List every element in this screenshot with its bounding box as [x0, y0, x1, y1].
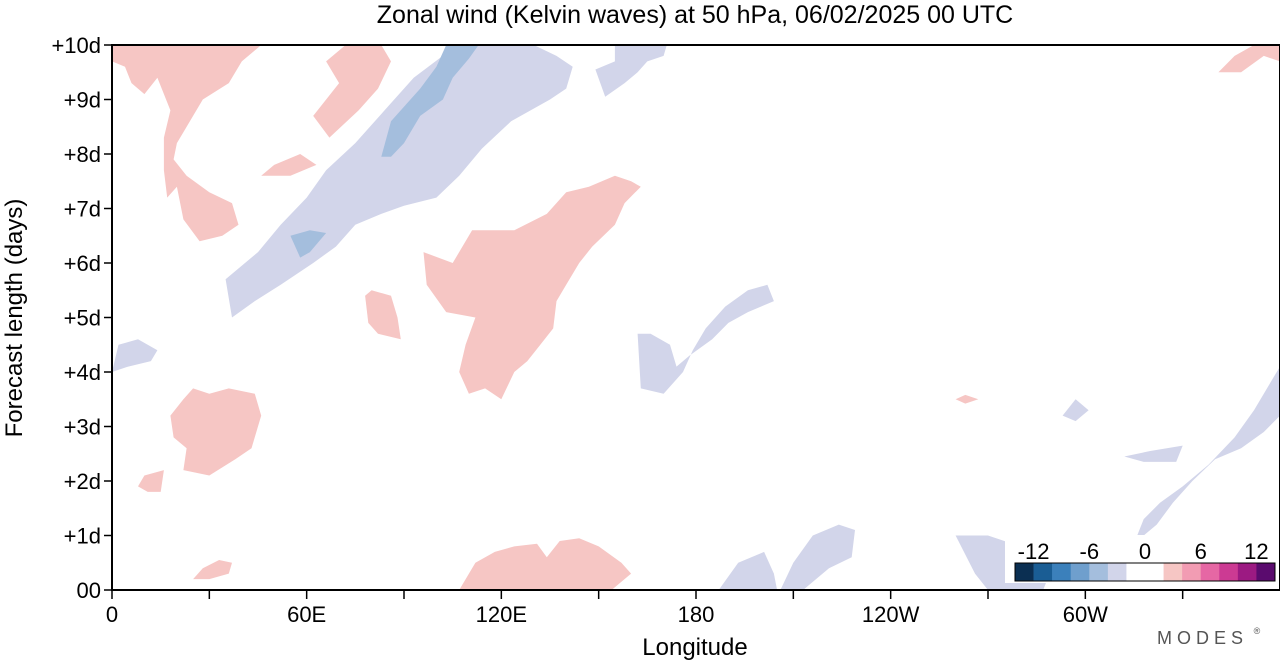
wind-region-0	[225, 45, 573, 318]
x-tick-label: 120E	[476, 602, 527, 627]
wind-region-3	[595, 45, 667, 97]
x-tick-label: 120W	[862, 602, 920, 627]
colorbar-tick-label: 0	[1139, 539, 1151, 564]
wind-region-22	[955, 394, 979, 404]
colorbar-tick-label: -6	[1080, 539, 1100, 564]
x-tick-label: 60E	[287, 602, 326, 627]
wind-region-15	[423, 175, 641, 400]
wind-region-14	[261, 154, 317, 176]
y-tick-label: +10d	[51, 33, 101, 58]
wind-region-6	[1062, 399, 1089, 422]
y-tick-label: +1d	[64, 524, 101, 549]
y-tick-label: +9d	[64, 88, 101, 113]
colorbar-swatch	[1052, 563, 1072, 581]
y-tick-label: +2d	[64, 469, 101, 494]
x-tick-label: 60W	[1063, 602, 1108, 627]
wind-region-5	[112, 339, 158, 372]
wind-region-1	[381, 45, 479, 157]
x-tick-label: 180	[678, 602, 715, 627]
x-tick-label: 0	[106, 602, 118, 627]
wind-region-8	[1137, 366, 1280, 536]
wind-region-20	[459, 538, 632, 590]
colorbar-swatch	[1107, 563, 1127, 581]
wind-region-4	[637, 284, 774, 394]
wind-region-9	[1124, 445, 1183, 462]
colorbar-swatch	[1015, 563, 1034, 581]
wind-region-2	[290, 230, 327, 258]
colorbar-swatch	[1200, 563, 1220, 581]
y-tick-label: +6d	[64, 251, 101, 276]
wind-region-10	[718, 551, 778, 590]
wind-region-11	[780, 524, 855, 590]
colorbar-frame	[1014, 562, 1276, 582]
y-tick-label: +3d	[64, 415, 101, 440]
plot-area	[112, 45, 1280, 590]
colorbar-swatch	[1033, 563, 1053, 581]
colorbar-swatch	[1219, 563, 1239, 581]
colorbar-swatch	[1182, 563, 1202, 581]
y-tick-label: 00	[77, 578, 101, 603]
chart-title: Zonal wind (Kelvin waves) at 50 hPa, 06/…	[377, 1, 1013, 29]
y-tick-label: +5d	[64, 306, 101, 331]
modes-logo: MODES	[1157, 628, 1248, 648]
wind-region-17	[170, 388, 262, 476]
x-axis-label: Longitude	[642, 634, 747, 661]
colorbar-swatch	[1163, 563, 1183, 581]
wind-region-21	[1218, 45, 1280, 73]
colorbar-tick-label: 12	[1244, 539, 1268, 564]
y-tick-label: +8d	[64, 142, 101, 167]
colorbar-tick-label: -12	[1018, 539, 1050, 564]
registered-mark: ®	[1254, 626, 1261, 636]
x-axis: 0 60E 120E 180 120W 60W	[106, 590, 1184, 627]
colorbar-swatch	[1089, 563, 1109, 581]
colorbar-swatch	[1237, 563, 1257, 581]
wind-region-19	[193, 560, 232, 580]
colorbar-swatch	[1126, 563, 1164, 581]
y-tick-label: +7d	[64, 197, 101, 222]
wind-region-12	[112, 45, 262, 242]
modes-logo-text: MODES	[1157, 628, 1248, 648]
colorbar-tick-label: 6	[1195, 539, 1207, 564]
plot-frame	[111, 44, 1280, 591]
colorbar-swatch	[1070, 563, 1090, 581]
wind-region-16	[365, 290, 401, 340]
wind-region-18	[138, 470, 164, 492]
y-tick-label: +4d	[64, 360, 101, 385]
y-axis: 00 +1d +2d +3d +4d +5d +6d +7d +8d +9d +10d	[51, 33, 112, 603]
wind-region-13	[313, 45, 391, 138]
colorbar-swatch	[1256, 563, 1276, 581]
y-axis-label: Forecast length (days)	[1, 199, 28, 438]
colorbar-legend: -12 -6 0 6 12	[1005, 535, 1279, 583]
